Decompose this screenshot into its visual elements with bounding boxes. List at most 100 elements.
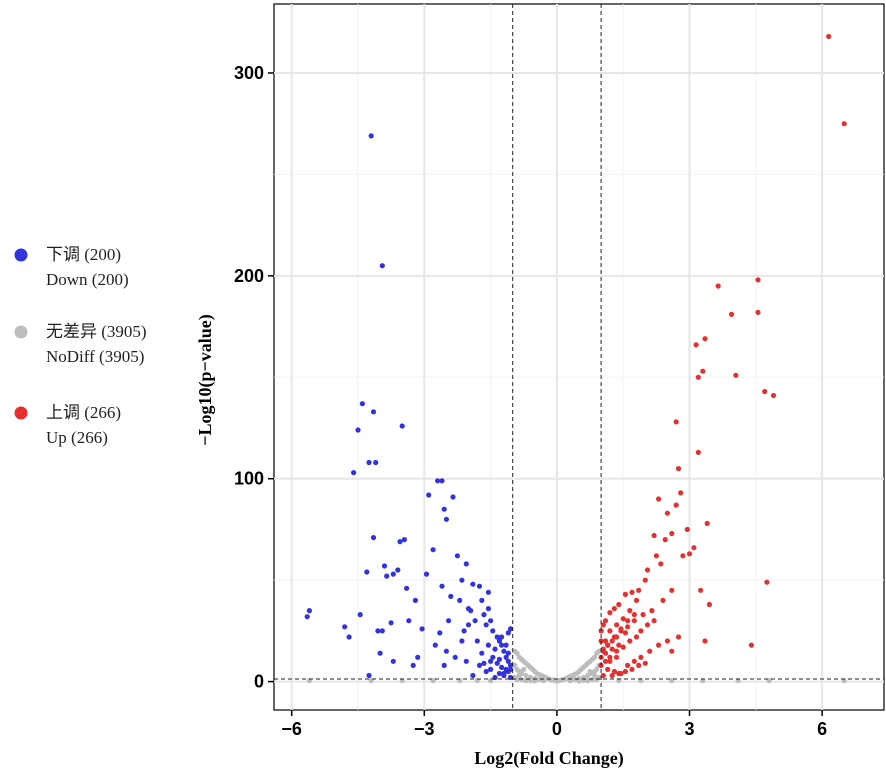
data-point-down [351,470,357,476]
data-point-down [366,672,372,679]
data-point-down [384,573,390,579]
data-point-up [609,646,615,652]
data-point-down [507,674,514,681]
legend-label-en-down: Down (200) [46,270,129,289]
x-tick-label: −6 [281,719,302,739]
x-axis-title: Log2(Fold Change) [474,748,624,769]
data-point-down [377,650,383,656]
data-point-down [443,648,449,654]
data-point-up [702,336,708,342]
data-point-up [826,33,832,40]
data-point-down [503,642,509,648]
data-point-down [501,670,507,677]
data-point-down [496,670,502,677]
series-down [304,133,514,681]
data-point-down [410,662,416,669]
y-tick-label: 0 [254,672,264,692]
data-point-nodiff [523,672,529,679]
data-point-nodiff [572,677,578,683]
data-point-up [662,537,668,543]
data-point-down [505,658,511,664]
data-point-down [454,553,460,559]
data-point-down [465,622,472,628]
data-point-down [463,561,469,567]
data-point-down [435,478,441,484]
legend: 下调 (200) Down (200) 无差异 (3905) NoDiff (3905… [14,245,147,447]
data-point-down [474,638,480,644]
data-point-up [602,650,609,656]
data-point-up [609,672,615,679]
data-point-up [691,545,697,551]
data-point-down [406,618,412,624]
data-point-up [762,388,768,395]
legend-label-cn-down: 下调 (200) [46,245,121,264]
data-point-nodiff [596,648,602,654]
data-point-up [631,618,637,624]
data-point-up [605,666,611,673]
data-point-up [684,526,690,533]
data-point-down [401,537,407,543]
data-point-down [459,577,465,583]
data-point-up [649,608,655,614]
data-point-down [479,597,485,604]
plot-panel [273,3,885,711]
data-point-up [702,638,708,644]
data-point-down [368,133,374,139]
data-point-down [437,630,443,636]
data-point-down [439,583,445,589]
data-point-up [629,666,635,673]
data-point-down [370,535,377,541]
data-point-down [375,628,381,634]
data-point-up [602,658,609,664]
data-point-up [651,532,657,539]
data-point-down [488,658,494,664]
data-point-down [503,654,509,660]
data-point-down [490,628,496,634]
data-point-down [463,658,469,664]
legend-label-en-up: Up (266) [46,428,108,447]
data-point-up [638,654,644,660]
data-point-down [342,624,348,630]
data-point-down [485,589,491,595]
data-point-up [658,561,664,567]
data-point-nodiff [536,677,542,683]
data-point-down [388,620,394,626]
data-point-up [755,277,761,283]
data-point-up [770,392,777,399]
data-point-down [381,563,388,569]
data-point-nodiff [591,654,598,660]
data-point-up [678,490,684,496]
data-point-down [507,662,514,669]
x-tick-label: 6 [817,719,827,739]
data-point-up [631,612,637,618]
data-point-down [459,638,465,644]
data-point-nodiff [591,672,598,679]
data-point-up [728,311,735,317]
data-point-up [673,502,679,508]
data-point-up [614,622,620,628]
data-point-down [483,668,489,675]
data-point-up [616,642,622,648]
grid-minor [274,4,884,710]
data-point-down [461,628,467,634]
data-point-up [642,577,648,583]
data-point-up [607,628,613,634]
data-point-up [656,642,662,648]
data-point-down [450,494,456,500]
data-point-up [614,648,620,654]
data-point-down [472,618,478,624]
data-point-nodiff [576,678,582,684]
data-point-down [496,656,502,662]
data-point-up [625,662,631,669]
data-point-up [664,510,671,516]
x-axis: −6 −3 0 3 6 [281,710,827,739]
data-point-up [695,374,701,380]
data-point-down [430,547,436,553]
y-tick-label: 100 [234,469,264,489]
data-point-up [706,601,713,608]
data-point-down [441,662,447,669]
data-point-up [627,638,633,644]
data-point-up [644,622,651,628]
data-point-down [492,646,498,652]
y-axis: 0 100 200 300 [234,63,274,692]
